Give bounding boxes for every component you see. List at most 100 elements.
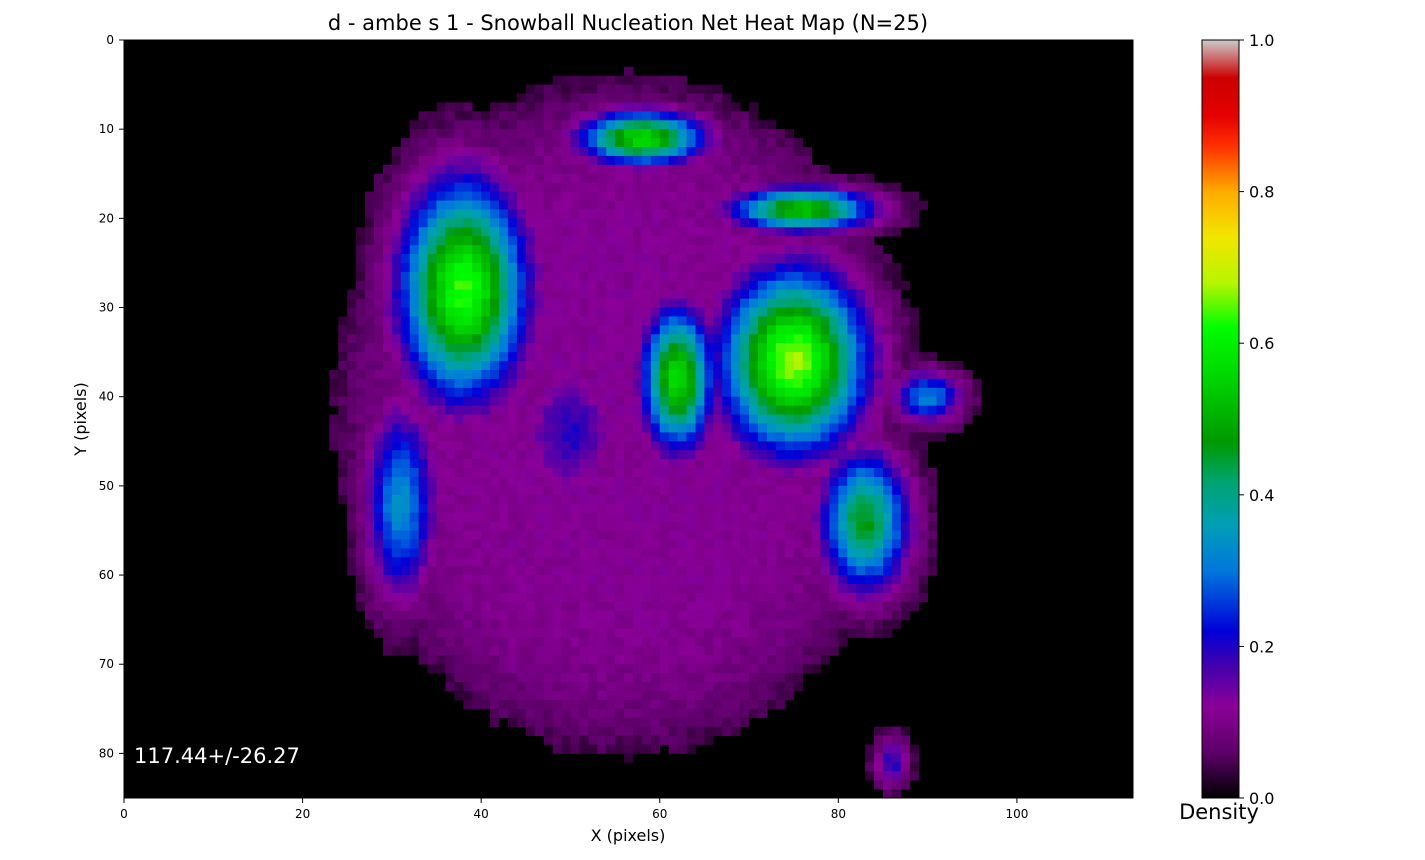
heatmap-cell [865, 432, 875, 442]
heatmap-cell [409, 271, 420, 282]
heatmap-cell [418, 414, 428, 424]
heatmap-cell [677, 619, 687, 629]
heatmap-cell [516, 182, 527, 192]
heatmap-cell [409, 289, 420, 300]
heatmap-cell [347, 512, 357, 522]
heatmap-cell [856, 245, 866, 255]
heatmap-cell [490, 637, 500, 647]
heatmap-cell [382, 307, 393, 317]
heatmap-cell [624, 726, 634, 736]
heatmap-cell [490, 699, 500, 710]
heatmap-cell [624, 423, 634, 433]
heatmap-cell [463, 601, 473, 612]
heatmap-cell [865, 628, 875, 638]
heatmap-cell [704, 512, 714, 522]
heatmap-cell [820, 485, 830, 496]
heatmap-cell [668, 682, 679, 692]
heatmap-cell [481, 583, 491, 594]
heatmap-cell [704, 485, 714, 496]
heatmap-cell [374, 503, 384, 514]
heatmap-cell [570, 271, 580, 282]
heatmap-cell [757, 218, 768, 228]
heatmap-cell [374, 432, 384, 442]
heatmap-cell [338, 423, 348, 433]
heatmap-cell [382, 575, 393, 585]
heatmap-cell [615, 343, 625, 353]
heatmap-cell [641, 102, 652, 112]
heatmap-cell [704, 539, 714, 549]
heatmap-cell [945, 378, 955, 389]
heatmap-cell [427, 414, 437, 424]
heatmap-cell [632, 583, 643, 594]
heatmap-cell [525, 708, 536, 719]
heatmap-cell [365, 414, 375, 424]
heatmap-cell [391, 575, 402, 585]
heatmap-cell [731, 646, 741, 656]
heatmap-cell [463, 432, 473, 442]
heatmap-cell [454, 218, 464, 228]
heatmap-cell [561, 459, 571, 469]
heatmap-cell [356, 494, 366, 505]
heatmap-cell [436, 173, 446, 184]
heatmap-cell [374, 325, 384, 335]
heatmap-cell [481, 548, 491, 558]
heatmap-cell [865, 583, 875, 594]
heatmap-cell [882, 423, 893, 433]
heatmap-cell [606, 432, 616, 442]
heatmap-cell [391, 147, 402, 157]
heatmap-cell [731, 218, 741, 228]
heatmap-cell [856, 325, 866, 335]
heatmap-cell [722, 441, 732, 451]
heatmap-cell [552, 307, 562, 317]
heatmap-cell [365, 441, 375, 451]
heatmap-cell [525, 396, 536, 407]
heatmap-cell [802, 619, 812, 629]
heatmap-cell [865, 530, 875, 540]
heatmap-cell [722, 236, 732, 246]
heatmap-cell [847, 361, 857, 371]
heatmap-cell [472, 619, 482, 629]
heatmap-cell [615, 485, 625, 496]
heatmap-cell [579, 557, 589, 567]
heatmap-cell [579, 111, 589, 121]
heatmap-cell [516, 111, 527, 121]
heatmap-cell [534, 423, 545, 433]
heatmap-cell [945, 405, 955, 415]
heatmap-cell [499, 200, 509, 210]
heatmap-cell [650, 414, 661, 424]
heatmap-cell [463, 378, 473, 389]
heatmap-cell [516, 325, 527, 335]
heatmap-cell [481, 138, 491, 148]
heatmap-cell [757, 387, 768, 398]
heatmap-cell [615, 682, 625, 692]
heatmap-cell [784, 476, 795, 487]
heatmap-cell [454, 271, 464, 282]
heatmap-cell [624, 236, 634, 246]
heatmap-cell [552, 575, 562, 585]
heatmap-cell [454, 155, 464, 166]
heatmap-cell [463, 343, 473, 353]
heatmap-cell [534, 147, 545, 157]
heatmap-cell [882, 405, 893, 415]
heatmap-cell [722, 307, 732, 317]
heatmap-cell [686, 441, 696, 451]
heatmap-cell [463, 485, 473, 496]
heatmap-cell [579, 254, 589, 264]
heatmap-cell [820, 557, 830, 567]
heatmap-cell [427, 592, 437, 603]
heatmap-cell [561, 405, 571, 415]
heatmap-cell [829, 468, 839, 478]
heatmap-cell [570, 637, 580, 647]
heatmap-cell [525, 352, 536, 362]
heatmap-cell [624, 173, 634, 184]
heatmap-cell [695, 307, 705, 317]
heatmap-cell [570, 218, 580, 228]
heatmap-cell [427, 539, 437, 549]
heatmap-cell [650, 334, 661, 344]
heatmap-cell [543, 138, 554, 148]
heatmap-cell [856, 254, 866, 264]
heatmap-cell [766, 298, 777, 308]
heatmap-cell [722, 209, 732, 219]
heatmap-cell [427, 628, 437, 638]
